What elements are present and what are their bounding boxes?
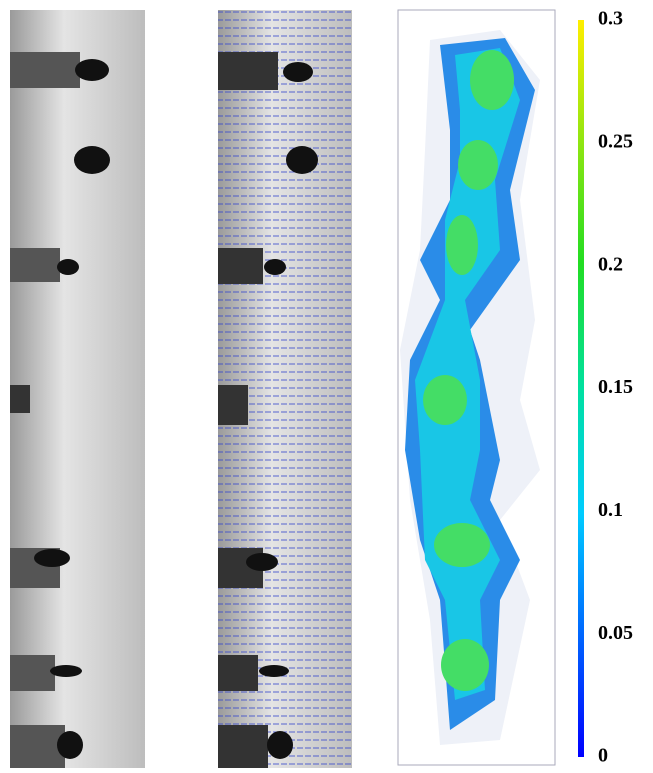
- colorbar-ticks: 0 0.05 0.1 0.15 0.2 0.25 0.3: [598, 8, 633, 767]
- vector-field-panel: [218, 10, 352, 768]
- colorbar-tick-label: 0.05: [598, 622, 633, 644]
- contour-panel: [397, 9, 556, 766]
- colorbar: [578, 20, 584, 757]
- colorbar-tick-label: 0.2: [598, 253, 623, 275]
- colorbar-tick-label: 0.1: [598, 499, 623, 521]
- colorbar-tick-label: 0.15: [598, 376, 633, 398]
- raw-image-panel: [10, 10, 145, 768]
- colorbar-tick-label: 0: [598, 745, 608, 767]
- colorbar-tick-label: 0.25: [598, 130, 633, 152]
- colorbar-tick-label: 0.3: [598, 8, 623, 30]
